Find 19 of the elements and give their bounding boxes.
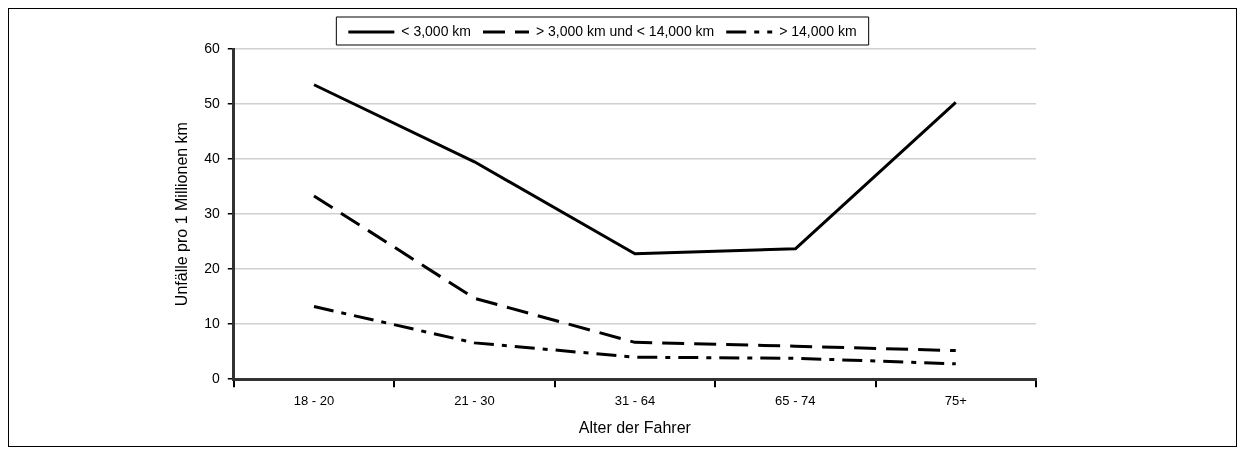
y-axis-title: Unfälle pro 1 Millionen km (173, 122, 191, 307)
line-series (312, 305, 958, 366)
legend-label: < 3,000 km (401, 22, 471, 39)
legend-label: > 14,000 km (779, 22, 857, 39)
legend-label: > 3,000 km und < 14,000 km (535, 22, 715, 39)
y-tick-label: 60 (204, 39, 220, 56)
y-tick-label: 50 (204, 94, 220, 111)
x-tick-label: 31 - 64 (614, 392, 656, 408)
y-tick-label: 10 (204, 315, 220, 332)
y-tick-label: 0 (211, 370, 220, 387)
x-tick-label: 21 - 30 (454, 392, 495, 408)
y-tick-label: 30 (204, 204, 220, 221)
x-tick-label: 75+ (944, 392, 967, 408)
y-tick-label: 20 (204, 259, 220, 276)
x-tick-label: 18 - 20 (293, 392, 335, 408)
line-series (312, 194, 958, 353)
x-tick-label: 65 - 74 (775, 392, 816, 408)
y-tick-label: 40 (204, 149, 220, 166)
x-axis-title: Alter der Fahrer (578, 418, 692, 436)
